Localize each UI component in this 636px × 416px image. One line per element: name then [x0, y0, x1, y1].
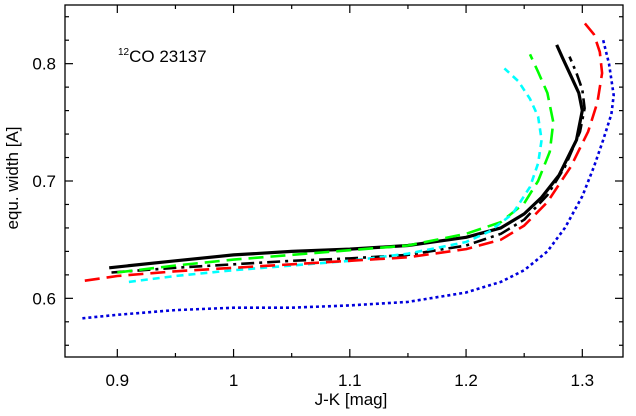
series-line-2 [111, 56, 586, 274]
y-tick-label: 0.8 [32, 55, 56, 74]
x-tick-label: 1 [229, 371, 238, 390]
y-tick-label: 0.7 [32, 172, 56, 191]
tick-layer: 0.9 1 1.1 1.2 1.3 0.6 0.7 0.8 [32, 5, 623, 390]
y-axis-label: equ. width [A] [3, 126, 22, 229]
series-line-3 [117, 53, 555, 274]
series-line-1 [109, 44, 584, 270]
y-tick-label: 0.6 [32, 289, 56, 308]
x-axis-label: J-K [mag] [315, 390, 388, 409]
series-line-4 [128, 67, 543, 284]
series-line-6 [82, 39, 615, 320]
annotation-superscript: 12 [118, 47, 130, 58]
annotation-text: CO 23137 [129, 47, 207, 66]
x-tick-label: 1.1 [338, 371, 362, 390]
x-tick-label: 0.9 [105, 371, 129, 390]
series-layer [82, 19, 615, 320]
x-tick-label: 1.3 [570, 371, 594, 390]
x-tick-label: 1.2 [454, 371, 478, 390]
chart-annotation: 12CO 23137 [118, 47, 207, 66]
series-line-5 [84, 19, 604, 282]
